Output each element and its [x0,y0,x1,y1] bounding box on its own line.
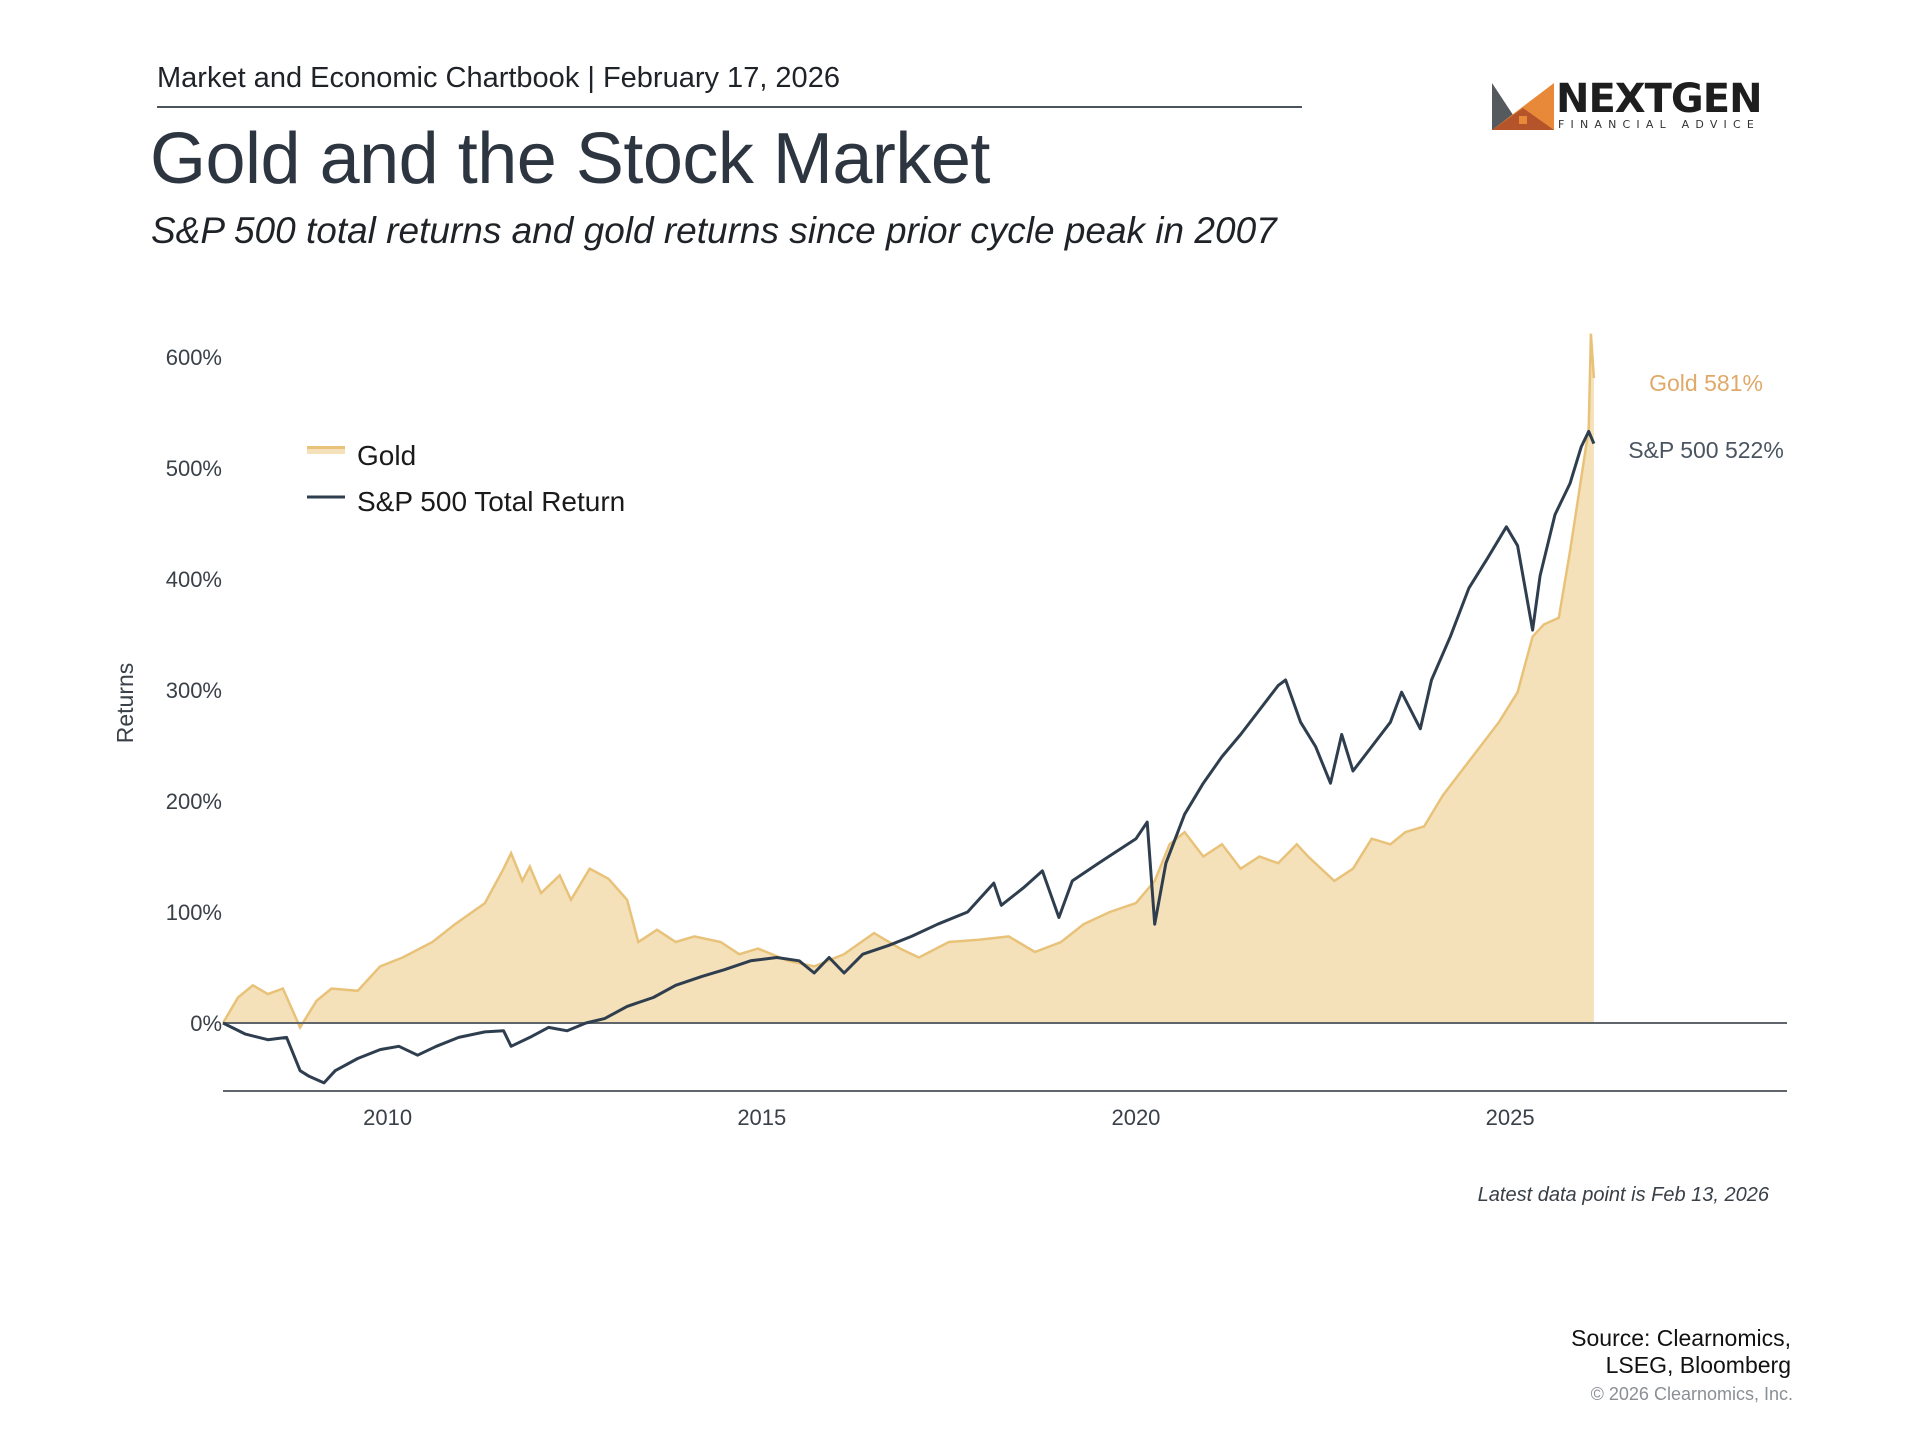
y-tick-label: 400% [166,567,222,592]
legend-gold-swatch [307,446,345,454]
sp500-end-label: S&P 500 522% [1628,437,1784,463]
latest-data-footnote: Latest data point is Feb 13, 2026 [1477,1184,1769,1206]
y-tick-label: 300% [166,678,222,703]
x-tick-label: 2010 [363,1105,412,1130]
logo-wordmark: NEXTGEN [1556,76,1763,122]
header-divider [157,106,1302,108]
x-axis-ticks: 2010 2015 2020 2025 [363,1105,1534,1130]
sp500-line [222,429,1596,1085]
nextgen-logo: NEXTGEN FINANCIAL ADVICE [1492,76,1763,131]
gold-end-label: Gold 581% [1649,370,1763,396]
source-line-1: Source: Clearnomics, [1571,1325,1791,1351]
copyright: © 2026 Clearnomics, Inc. [1590,1384,1793,1404]
y-tick-label: 500% [166,456,222,481]
legend-gold-swatch-line [307,446,345,449]
y-tick-label: 0% [190,1011,222,1036]
y-axis-title: Returns [112,663,138,744]
logo-tagline: FINANCIAL ADVICE [1558,118,1761,131]
chartbook-header: Market and Economic Chartbook | February… [157,62,840,94]
page-title: Gold and the Stock Market [150,119,990,199]
y-tick-label: 600% [166,345,222,370]
x-tick-label: 2025 [1486,1105,1535,1130]
gold-line [221,333,1596,1031]
gold-area [223,333,1594,1028]
y-tick-label: 100% [166,900,222,925]
legend-gold-label: Gold [357,440,416,471]
x-tick-label: 2015 [737,1105,786,1130]
x-tick-label: 2020 [1111,1105,1160,1130]
legend-sp500-label: S&P 500 Total Return [357,486,625,517]
y-tick-label: 200% [166,789,222,814]
source-line-2: LSEG, Bloomberg [1605,1352,1791,1378]
source-note: Source: Clearnomics, LSEG, Bloomberg [1571,1325,1791,1379]
y-axis-ticks: 0% 100% 200% 300% 400% 500% 600% [166,345,222,1036]
legend: Gold S&P 500 Total Return [307,440,625,517]
logo-mark-icon [1492,83,1554,130]
page-subtitle: S&P 500 total returns and gold returns s… [151,210,1277,251]
